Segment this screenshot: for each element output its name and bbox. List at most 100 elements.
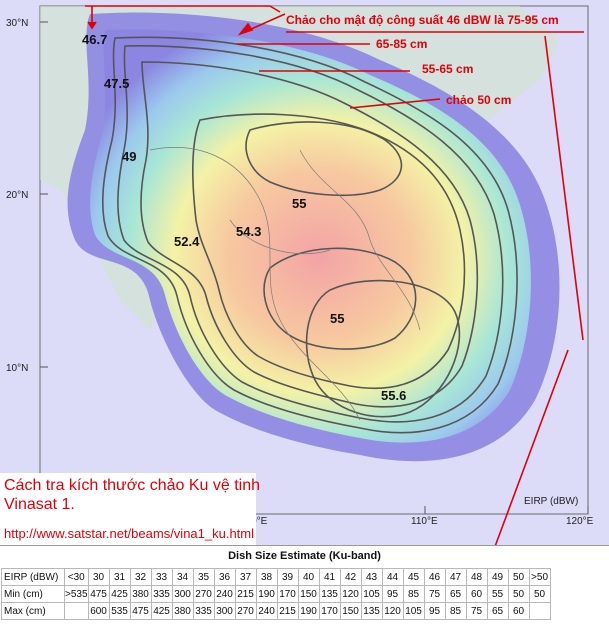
table-cell: 49 (486, 568, 509, 586)
table-cell: 39 (276, 568, 299, 586)
table-cell: 75 (465, 602, 488, 620)
table-cell (64, 602, 89, 620)
lat-label-30: 30°N (6, 18, 28, 29)
table-cell: 425 (150, 602, 173, 620)
coverage-map: 30°N 20°N 10°N 100°E 110°E 120°E EIRP (d… (0, 0, 609, 545)
table-cell: 36 (213, 568, 236, 586)
table-cell: 95 (381, 585, 404, 603)
annotation-50cm: chảo 50 cm (446, 93, 511, 107)
caption-url[interactable]: http://www.satstar.net/beams/vina1_ku.ht… (4, 526, 255, 541)
contour-label-46-7: 46.7 (82, 32, 107, 47)
contour-lines (101, 36, 518, 434)
table-cell: 120 (381, 602, 404, 620)
contour-label-52-4: 52.4 (174, 234, 200, 249)
table-cell: 60 (465, 585, 488, 603)
table-cell: 135 (360, 602, 383, 620)
table-row-label: Max (cm) (1, 602, 65, 620)
table-cell: 600 (87, 602, 110, 620)
table-cell: 75 (423, 585, 446, 603)
country-borders (149, 147, 421, 421)
table-cell: 240 (255, 602, 278, 620)
table-cell: 50 (528, 585, 551, 603)
table-cell: 380 (129, 585, 152, 603)
table-row: Min (cm) >535 475 425 380 335 300 270 240 215 190 1… (1, 585, 551, 603)
lat-label-20: 20°N (6, 190, 28, 201)
table-cell: 85 (444, 602, 467, 620)
annotation-46dbw: Chảo cho mật độ công suất 46 dBW là 75-9… (286, 13, 559, 27)
annotation-55-65: 55-65 cm (422, 62, 473, 76)
lon-label-110: 110°E (411, 516, 438, 527)
table-row: EIRP (dBW) <30 30 31 32 33 34 35 36 37 38 39 40 41 42 4… (1, 568, 551, 586)
table-cell: 475 (87, 585, 110, 603)
contour-label-55-b: 55 (330, 311, 344, 326)
table-cell: 42 (339, 568, 362, 586)
contour-label-55-6: 55.6 (381, 388, 406, 403)
table-cell: 150 (339, 602, 362, 620)
table-cell: 215 (276, 602, 299, 620)
table-cell: 45 (402, 568, 425, 586)
table-cell: 34 (171, 568, 194, 586)
table-cell: 150 (297, 585, 320, 603)
table-cell: 535 (108, 602, 131, 620)
dish-size-table: EIRP (dBW) <30 30 31 32 33 34 35 36 37 38 39 40 41 42 4… (1, 568, 551, 620)
table-cell: 31 (108, 568, 131, 586)
table-cell: 46 (423, 568, 446, 586)
table-cell: 190 (255, 585, 278, 603)
table-cell: >50 (528, 568, 551, 586)
caption-title: Cách tra kích thước chảo Ku vệ tinh Vina… (4, 477, 260, 513)
table-row-label: Min (cm) (1, 585, 65, 603)
lon-label-120: 120°E (566, 516, 594, 527)
table-cell: 270 (234, 602, 257, 620)
table-cell: 35 (192, 568, 215, 586)
table-cell: 47 (444, 568, 467, 586)
table-cell: 190 (297, 602, 320, 620)
beam-body (90, 29, 531, 443)
table-cell: 65 (444, 585, 467, 603)
contour-label-47-5: 47.5 (104, 76, 129, 91)
table-cell: 105 (402, 602, 425, 620)
table-cell: 50 (507, 568, 530, 586)
table-cell: 50 (507, 585, 530, 603)
table-cell: 32 (129, 568, 152, 586)
table-cell: 170 (276, 585, 299, 603)
table-cell: 40 (297, 568, 320, 586)
table-cell: 170 (318, 602, 341, 620)
table-row-label: EIRP (dBW) (1, 568, 65, 586)
table-cell: 85 (402, 585, 425, 603)
caption-background (0, 473, 256, 546)
table-cell: 120 (339, 585, 362, 603)
table-cell: 335 (150, 585, 173, 603)
table-cell: 215 (234, 585, 257, 603)
table-cell: 475 (129, 602, 152, 620)
table-cell: 95 (423, 602, 446, 620)
table-cell (528, 602, 551, 620)
dish-size-table-panel: Dish Size Estimate (Ku-band) EIRP (dBW) <… (0, 545, 609, 636)
table-cell: 65 (486, 602, 509, 620)
table-cell: 300 (171, 585, 194, 603)
table-cell: 30 (87, 568, 110, 586)
annotation-65-85: 65-85 cm (376, 37, 427, 51)
table-cell: 270 (192, 585, 215, 603)
table-cell: 135 (318, 585, 341, 603)
table-cell: 43 (360, 568, 383, 586)
table-title: Dish Size Estimate (Ku-band) (228, 550, 381, 562)
table-cell: 335 (192, 602, 215, 620)
table-cell: 33 (150, 568, 173, 586)
table-row: Max (cm) 600 535 475 425 380 335 300 270 240 215 19… (1, 602, 551, 620)
table-cell: 44 (381, 568, 404, 586)
lat-label-10: 10°N (6, 363, 28, 374)
table-cell: <30 (64, 568, 89, 586)
table-cell: 380 (171, 602, 194, 620)
contour-label-49: 49 (122, 149, 136, 164)
table-cell: 425 (108, 585, 131, 603)
table-cell: >535 (64, 585, 89, 603)
eirp-label: EIRP (dBW) (524, 496, 578, 507)
table-cell: 240 (213, 585, 236, 603)
table-cell: 105 (360, 585, 383, 603)
table-cell: 60 (507, 602, 530, 620)
table-cell: 55 (486, 585, 509, 603)
table-cell: 300 (213, 602, 236, 620)
table-cell: 41 (318, 568, 341, 586)
table-cell: 48 (465, 568, 488, 586)
annotation-lines (85, 5, 584, 545)
